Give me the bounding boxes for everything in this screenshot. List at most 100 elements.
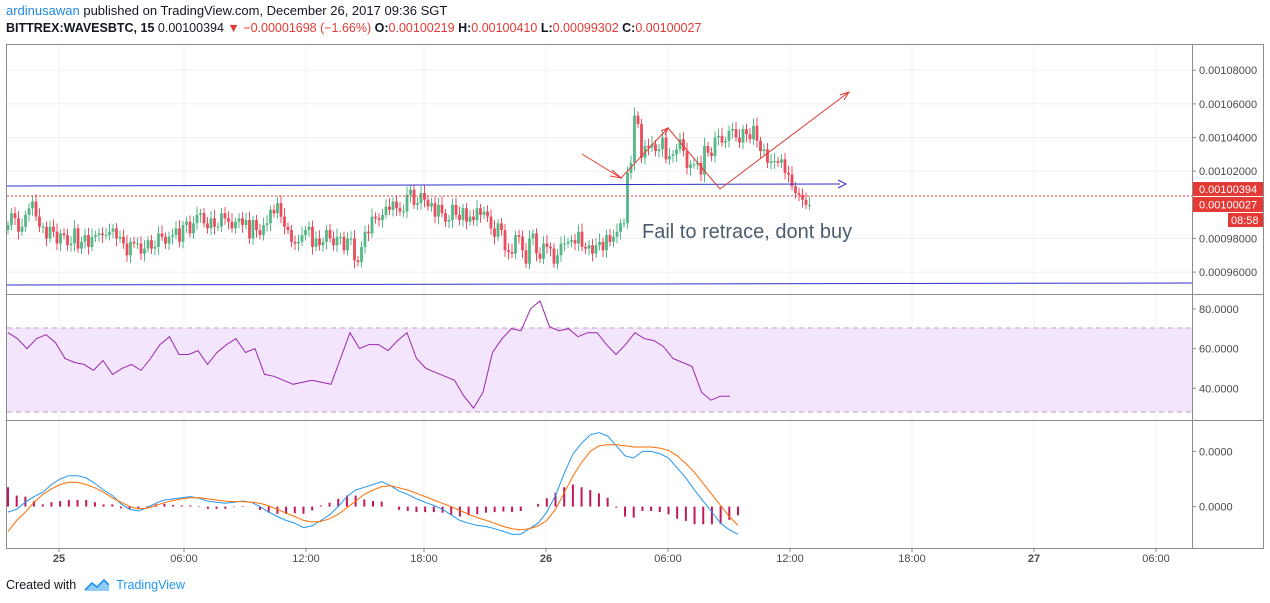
candle-body: [738, 137, 741, 143]
candle-body: [493, 228, 496, 237]
candle-body: [300, 235, 304, 242]
candle-body: [444, 213, 447, 222]
candle-body: [272, 209, 276, 214]
candle-body: [181, 225, 185, 242]
candle-body: [27, 208, 31, 215]
candle-body: [783, 159, 787, 173]
candle-body: [584, 246, 587, 249]
signal-line: [7, 444, 739, 532]
candle-body: [24, 214, 27, 227]
candle-body: [55, 231, 59, 244]
candle-body: [461, 208, 465, 220]
candle-body: [244, 219, 248, 226]
candle-body: [178, 228, 181, 242]
candle-body: [384, 206, 388, 215]
candle-body: [311, 226, 314, 247]
open-value: 0.00100219: [388, 21, 455, 35]
candle-body: [591, 245, 594, 254]
candle-body: [580, 231, 584, 247]
candle-body: [328, 230, 332, 239]
candle-body: [97, 233, 101, 236]
candle-timer-badge: [1228, 213, 1263, 227]
close-value: 0.00100027: [635, 21, 702, 35]
candle-body: [216, 226, 220, 228]
candle-body: [136, 243, 139, 245]
close-price-badge-text: 0.00100027: [1199, 200, 1257, 212]
candle-body: [38, 216, 41, 227]
footer: Created with TradingView: [6, 578, 185, 592]
author-link[interactable]: ardinusawan: [6, 3, 80, 18]
change-down-icon: ▼: [227, 21, 240, 35]
macd-histogram: [7, 484, 739, 525]
candle-body: [374, 216, 377, 219]
candle-body: [752, 125, 755, 140]
candle-body: [48, 226, 52, 239]
candle-body: [808, 204, 811, 206]
candle-body: [118, 236, 122, 239]
price-tick-label: 0.00102000: [1199, 166, 1257, 178]
tradingview-brand[interactable]: TradingView: [116, 578, 185, 592]
candle-body: [398, 208, 402, 212]
candle-body: [514, 235, 517, 254]
candle-body: [524, 250, 528, 264]
candle-body: [531, 233, 535, 239]
candle-body: [192, 223, 195, 234]
resistance-trendline: [6, 183, 841, 187]
candle-body: [41, 226, 45, 228]
candle-body: [612, 236, 615, 242]
candle-body: [286, 226, 290, 231]
candle-timer-text: 08:58: [1231, 215, 1259, 227]
candle-body: [381, 214, 384, 220]
candle-body: [290, 230, 293, 242]
candle-body: [717, 135, 720, 138]
candle-body: [185, 221, 188, 226]
grid: [7, 45, 1192, 548]
candle-body: [587, 245, 591, 249]
candle-body: [279, 203, 283, 217]
candle-body: [6, 225, 10, 231]
candle-body: [346, 238, 349, 251]
candle-body: [150, 240, 153, 249]
candle-body: [528, 238, 531, 264]
candle-body: [223, 213, 227, 219]
candle-body: [66, 235, 69, 246]
candle-body: [314, 238, 318, 247]
candle-body: [622, 223, 626, 225]
candle-body: [706, 145, 710, 153]
candle-body: [661, 137, 664, 150]
candle-body: [111, 228, 115, 232]
candle-body: [248, 219, 251, 239]
candle-body: [787, 172, 790, 175]
candle-body: [353, 238, 356, 261]
chart-annotation[interactable]: Fail to retrace, dont buy: [642, 221, 852, 243]
candle-body: [685, 150, 689, 168]
price-tick-label: 0.00098000: [1199, 233, 1257, 245]
symbol-header: BITTREX:WAVESBTC, 15 0.00100394 ▼ −0.000…: [6, 21, 701, 35]
candle-body: [160, 233, 164, 237]
candle-body: [62, 233, 66, 236]
candle-body: [563, 243, 566, 245]
candle-body: [640, 124, 643, 158]
candle-body: [139, 243, 143, 254]
candle-body: [202, 213, 206, 224]
candle-body: [10, 213, 13, 226]
candle-body: [496, 223, 500, 237]
candle-body: [227, 218, 230, 222]
candle-body: [692, 164, 696, 166]
candle-body: [335, 236, 339, 246]
candle-body: [475, 208, 479, 220]
open-label: O:: [374, 21, 389, 35]
candle-body: [535, 233, 538, 254]
candle-body: [171, 235, 174, 237]
candle-body: [664, 137, 668, 160]
candle-body: [356, 260, 360, 263]
low-value: 0.00099302: [552, 21, 619, 35]
candle-body: [601, 241, 605, 251]
candle-body: [605, 235, 608, 251]
candle-body: [773, 161, 776, 163]
candle-body: [797, 193, 801, 195]
candle-body: [174, 228, 178, 236]
candle-body: [339, 236, 342, 238]
candle-body: [363, 231, 367, 247]
